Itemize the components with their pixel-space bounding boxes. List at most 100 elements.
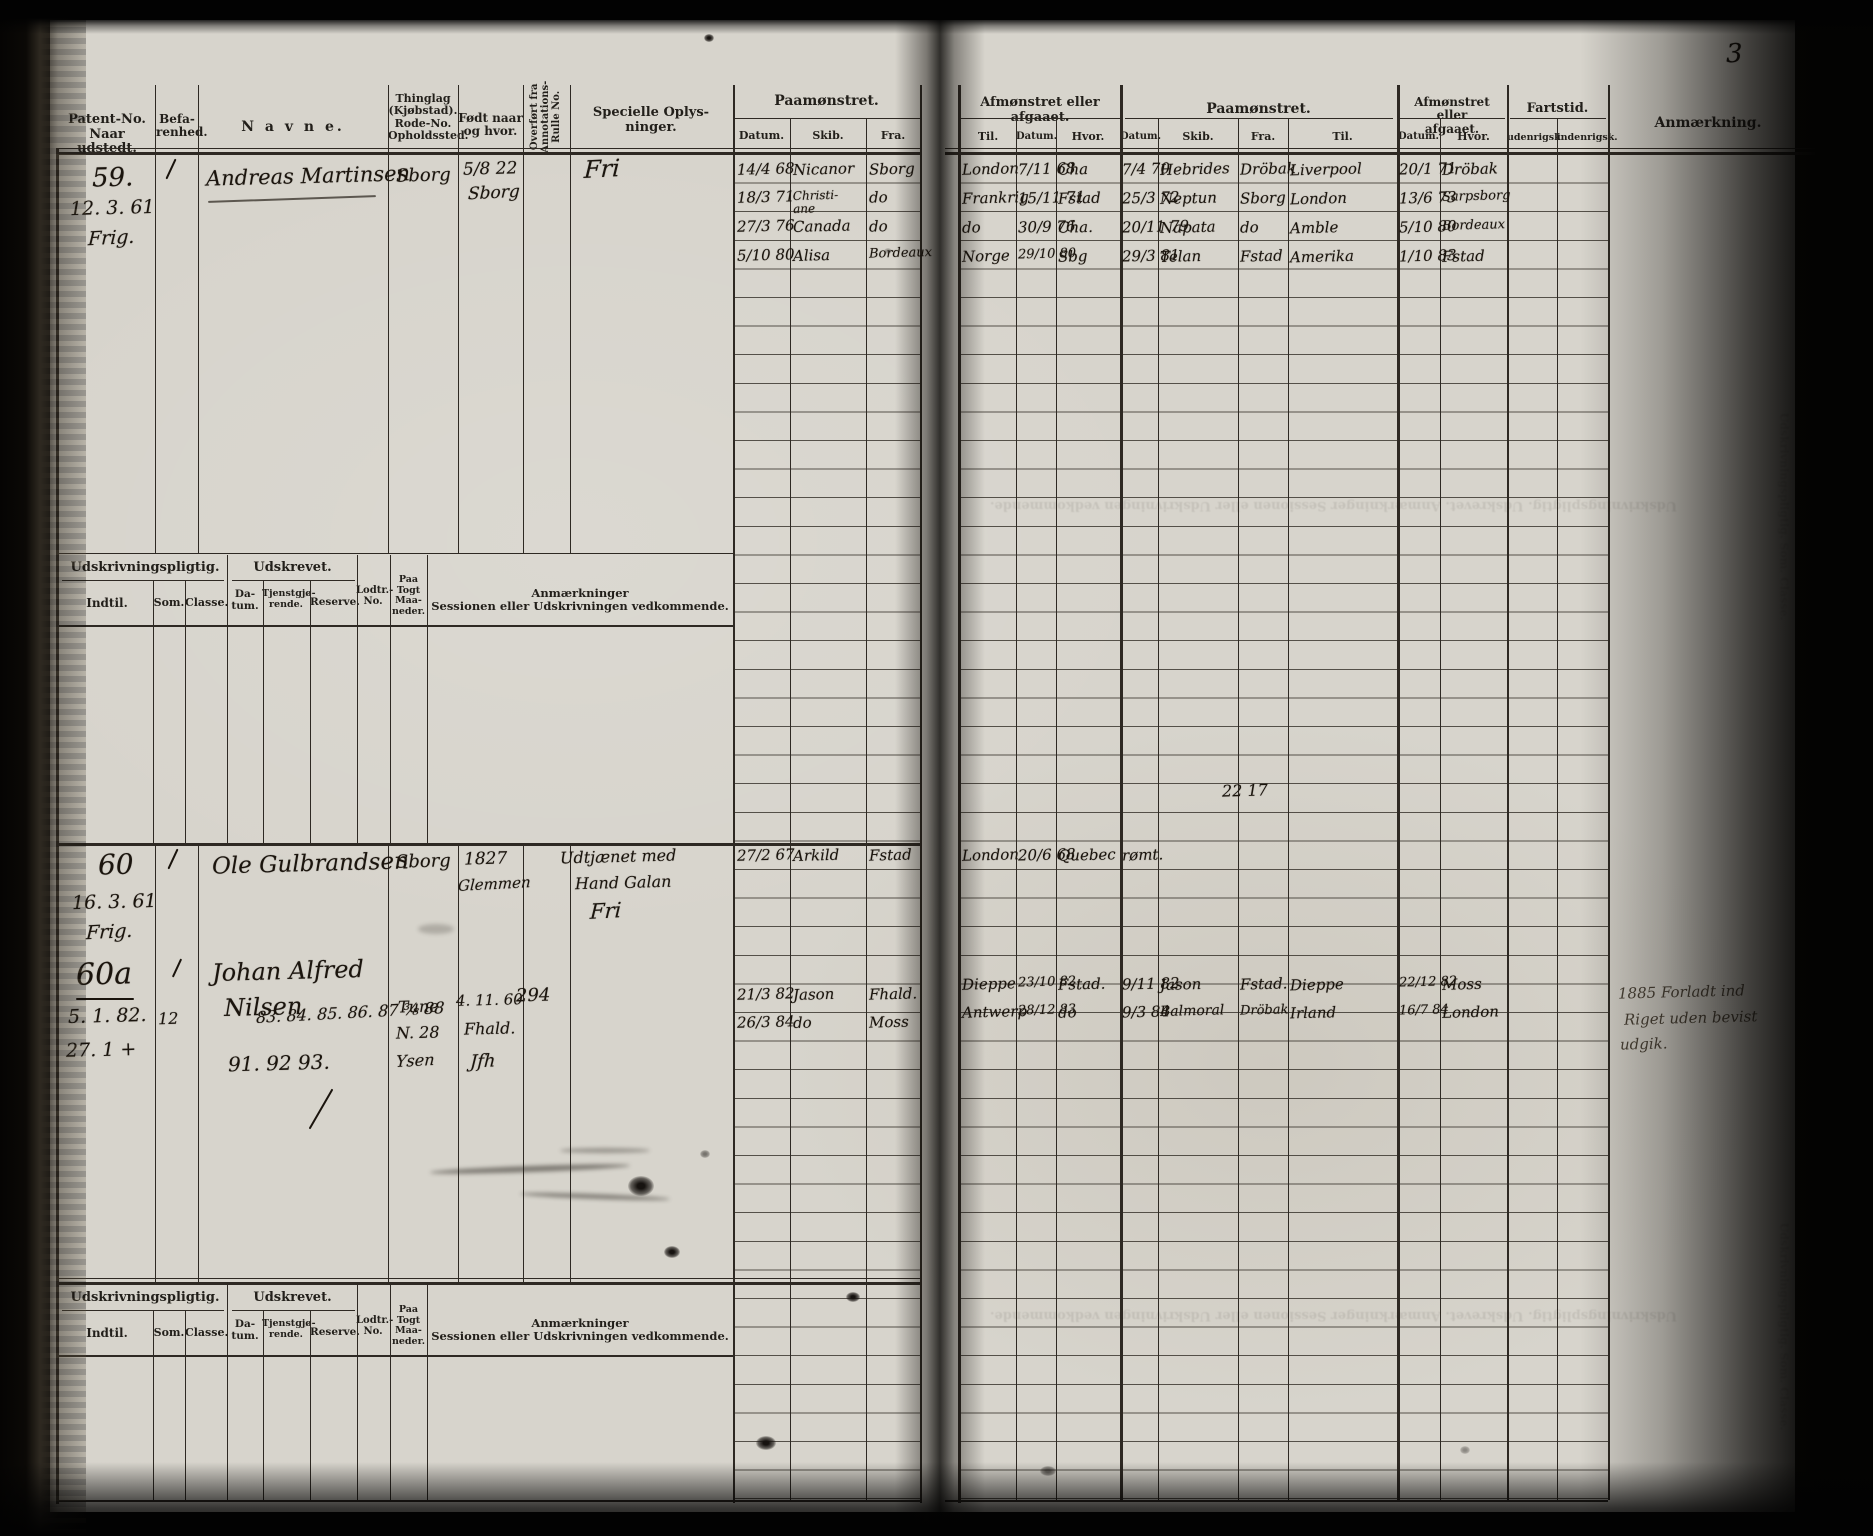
entry60a-remark-2: Riget uden bevist: [1623, 1007, 1758, 1029]
entry60-born-place: Glemmen: [457, 873, 532, 895]
entry60a-patent-extra: 27. 1 +: [65, 1038, 137, 1062]
rule-line: [390, 1285, 391, 1500]
rule-line: [62, 1310, 224, 1311]
rule-line: [232, 580, 355, 581]
rule-line: [263, 580, 264, 843]
entry60-special-3: Fri: [589, 898, 622, 924]
subheader-reserve-2: Reserve.: [310, 1326, 360, 1338]
cell-til: Irland: [1289, 1003, 1337, 1023]
ink-spot: [756, 1436, 776, 1450]
cell-datum: 23/10 82: [1017, 973, 1077, 991]
rule-line: [1158, 118, 1159, 1500]
cell-fra: Bordeaux: [868, 245, 933, 262]
cell-skib: Neptun: [1159, 188, 1218, 209]
entry60a-patent-date: 5. 1. 82.: [67, 1003, 147, 1029]
entry60a-thinglag-2: N. 28: [395, 1022, 440, 1043]
rule-line: [1557, 118, 1558, 1500]
rule-line: [1016, 118, 1017, 1500]
rule-line: [56, 148, 920, 149]
header-hvor-1: Hvor.: [1071, 130, 1105, 143]
subheader-tjenst-1: Tjenstgjø- rende.: [262, 588, 316, 610]
cell-til: Liverpool: [1289, 159, 1362, 180]
subheader-anm-2: Anmærkninger Sessionen eller Udskrivning…: [431, 1316, 729, 1343]
rule-line: [570, 85, 571, 553]
entry59-patent-no: 59.: [91, 162, 134, 194]
cell-fra: Moss: [868, 1012, 910, 1032]
rule-line: [56, 553, 733, 554]
muster-row-left: 14/4 68 Nicanor Sborg: [733, 159, 920, 189]
subheader-anm-1: Anmærkninger Sessionen eller Udskrivning…: [431, 586, 729, 613]
cell-skib: Alisa: [792, 246, 831, 265]
cell-fra: do: [868, 217, 888, 236]
rule-line: [388, 85, 389, 553]
cell-datum: 14/4 68: [736, 159, 795, 179]
rule-line: [1120, 85, 1123, 1500]
cell-skib: Canada: [792, 216, 851, 236]
cell-datum: 26/3 84: [736, 1012, 795, 1032]
cell-fra: do: [868, 188, 888, 207]
entry60-special-1: Udtjænet med: [559, 845, 677, 868]
rule-line: [1288, 118, 1289, 1500]
cell-datum: 9/3 84: [1121, 1002, 1171, 1022]
header-udenrigsk: udenrigsk.: [1507, 132, 1564, 143]
rule-line: [153, 580, 154, 843]
header-fra-left: Fra.: [880, 129, 906, 142]
cell-til: Dieppe: [1289, 974, 1345, 995]
entry60a-remark-1: 1885 Forladt ind: [1617, 981, 1746, 1003]
cell-skib: Balmoral: [1159, 1002, 1225, 1021]
cell-skib: Nicanor: [792, 159, 855, 179]
rule-line: [733, 85, 735, 1503]
cell-til: do: [961, 218, 981, 237]
rule-line: [56, 1500, 920, 1502]
smudge: [560, 1148, 650, 1153]
rule-line: [56, 1278, 920, 1279]
rule-line: [458, 85, 459, 553]
header-datum-3: Datum.: [1397, 131, 1440, 142]
rule-line: [1056, 118, 1057, 1500]
cell-datum: 16/7 84: [1398, 1002, 1450, 1019]
cell-datum: 18/3 71: [736, 187, 795, 207]
header-fartstid: Fartstid.: [1526, 101, 1589, 116]
rule-line: [733, 118, 920, 119]
muster-row-right: London 7/11 68 Cha 7/4 70 Hebrides Dröba…: [960, 159, 1608, 189]
cell-til: London: [961, 845, 1020, 865]
header-fodt: Født naar og hvor.: [458, 111, 523, 139]
ghost-text: Udskrivningspligtig. Som. Classe.: [1777, 1222, 1791, 1431]
header-navne: N a v n e.: [241, 119, 345, 135]
subheader-togt-2: Paa Togt Maa- neder.: [391, 1304, 426, 1347]
cell-datum: 25/3 72: [1121, 187, 1180, 208]
header-paamonstret-left: Paamønstret.: [774, 93, 879, 109]
cell-fra: Dröbak: [1239, 159, 1297, 179]
rule-line: [1510, 118, 1606, 119]
header-skib-2: Skib.: [1182, 130, 1214, 143]
rule-line: [62, 580, 224, 581]
cell-datum: 9/11 82: [1121, 973, 1180, 994]
cell-til: Antwerp: [961, 1002, 1028, 1022]
fartstid-note: 22 17: [1221, 780, 1269, 801]
cell-datum: 20/11 79: [1121, 216, 1190, 237]
cell-til: Dieppe: [961, 974, 1017, 994]
cell-datum: 20/1 71: [1398, 159, 1457, 179]
subheader-udskrevet-1: Udskrevet.: [253, 560, 332, 575]
rule-line: [310, 1310, 311, 1500]
ink-spot: [628, 1176, 654, 1196]
subheader-tjenst-2: Tjenstgjø- rende.: [262, 1318, 316, 1340]
subheader-som-2: Som.: [153, 1326, 185, 1339]
muster-row-left: 18/3 71 Christi- ane do: [733, 187, 920, 217]
cell-datum: 13/6 73: [1398, 188, 1457, 208]
subheader-lodtr-1: Lodtr.- No.: [356, 585, 394, 608]
rule-line: [523, 845, 524, 1283]
entry60a-flourish: Jfh: [469, 1050, 497, 1073]
rule-line: [945, 148, 1815, 149]
muster-row-right: do 30/9 76 Cha. 20/11 79 Napata do Amble…: [960, 216, 1608, 247]
rule-line: [945, 152, 1815, 155]
rule-line: [790, 118, 791, 1500]
rule-line: [263, 1310, 264, 1500]
entry60a-name-1: Johan Alfred: [211, 955, 365, 987]
cell-hvor: Sarpsborg: [1441, 188, 1511, 205]
cell-datum: 15/11 71: [1017, 187, 1086, 208]
cell-til: Amerika: [1289, 246, 1355, 267]
rule-line: [198, 845, 199, 1283]
entry60a-remark-3: udgik.: [1619, 1034, 1668, 1054]
entry60a-thinglag-3: Ysen: [395, 1049, 436, 1072]
